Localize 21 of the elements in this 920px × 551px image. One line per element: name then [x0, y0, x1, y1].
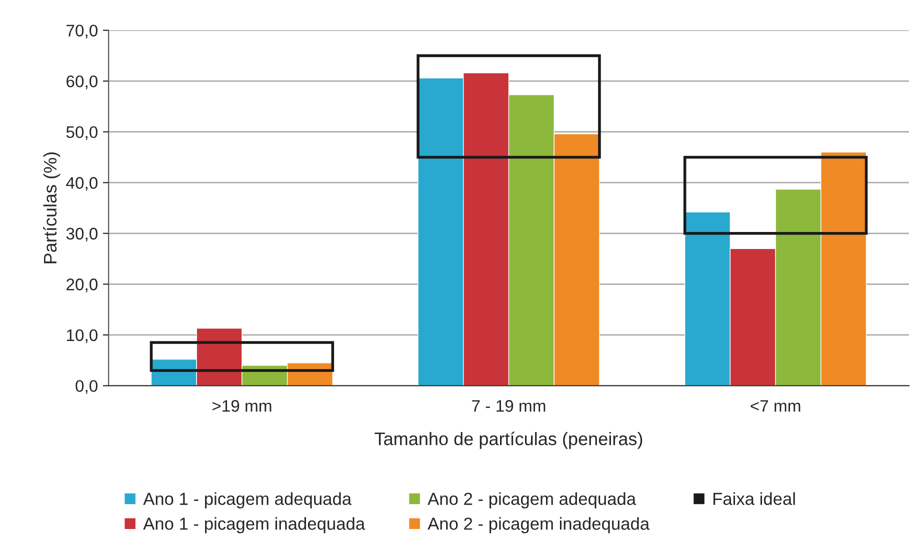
y-axis-title: Partículas (%): [43, 152, 60, 264]
bar: [150, 341, 334, 372]
y-tick-label: 40,0: [66, 177, 98, 191]
y-tick-label: 60,0: [66, 75, 98, 90]
legend-label: Ano 2 - picagem inadequada: [428, 517, 650, 534]
x-tick-label: <7 mm: [750, 400, 800, 412]
y-tick-label: 0,0: [76, 380, 98, 394]
y-tick-label: 10,0: [66, 329, 98, 344]
legend-label: Ano 2 - picagem adequada: [428, 492, 636, 508]
legend-label: Faixa ideal: [713, 492, 795, 505]
y-tick-label: 70,0: [66, 24, 98, 38]
bar: [416, 54, 601, 159]
y-tick-label: 30,0: [66, 228, 98, 242]
x-tick-label: >19 mm: [212, 400, 272, 412]
y-tick-label: 50,0: [66, 126, 98, 140]
x-axis-title: Tamanho de partículas (peneiras): [374, 432, 642, 449]
y-tick-label: 20,0: [66, 278, 98, 292]
legend-label: Ano 1 - picagem inadequada: [143, 517, 366, 534]
x-tick-label: 7 - 19 mm: [472, 400, 546, 412]
bar: [683, 156, 868, 235]
legend-label: Ano 1 - picagem adequada: [143, 492, 352, 508]
